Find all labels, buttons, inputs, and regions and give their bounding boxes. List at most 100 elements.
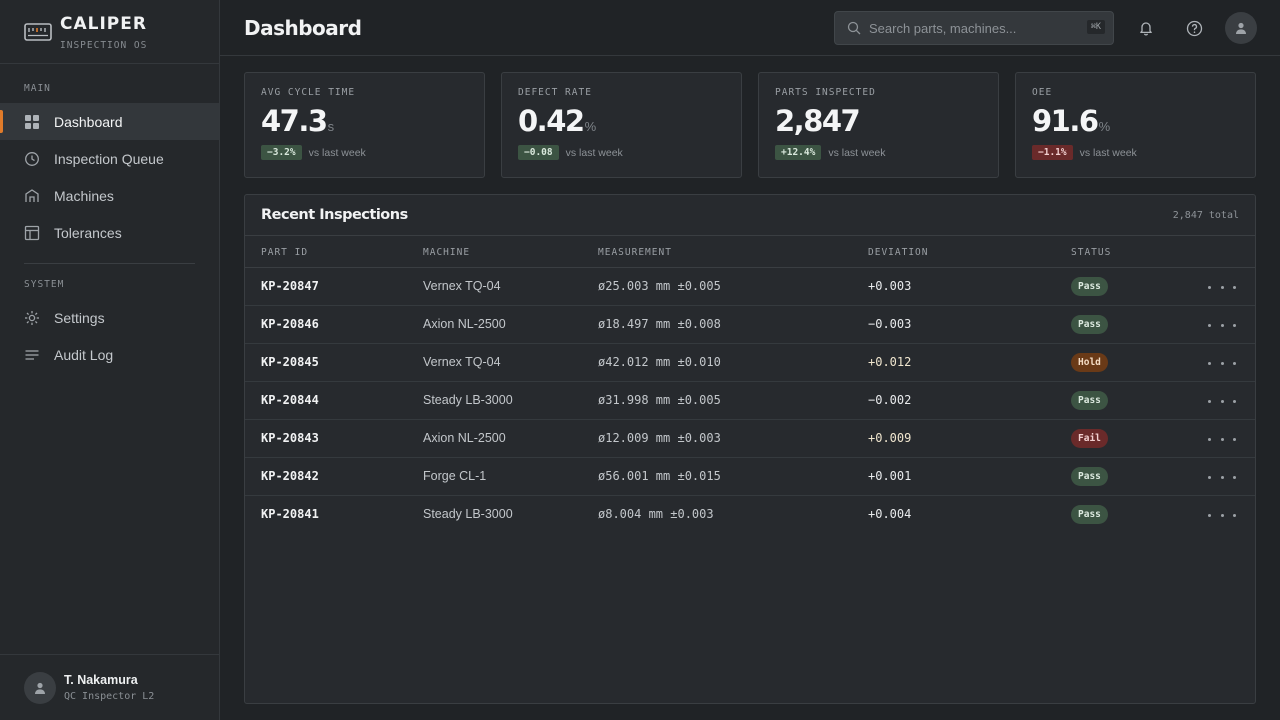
search-icon — [847, 21, 861, 35]
search-shortcut-hint: ⌘K — [1086, 20, 1105, 34]
nav-item-dashboard[interactable]: Dashboard — [0, 103, 219, 140]
table-icon — [24, 225, 40, 241]
panel-header: Recent Inspections 2,847 total — [245, 195, 1255, 236]
status-badge: Pass — [1071, 277, 1108, 296]
status-badge: Pass — [1071, 391, 1108, 410]
kpi-value: 47.3 — [261, 104, 328, 138]
page-title: Dashboard — [244, 16, 362, 40]
measurement: ø56.001 mm ±0.015 — [598, 469, 721, 483]
measurement: ø31.998 mm ±0.005 — [598, 393, 721, 407]
column-header-part-id[interactable]: PART ID — [261, 247, 309, 258]
table-row[interactable]: KP-20844 Steady LB-3000 ø31.998 mm ±0.00… — [245, 382, 1255, 420]
part-id: KP-20845 — [261, 355, 319, 369]
nav-label-inspection-queue: Inspection Queue — [54, 150, 164, 167]
machine-name: Vernex TQ-04 — [423, 355, 501, 369]
measurement: ø12.009 mm ±0.003 — [598, 431, 721, 445]
kpi-compare-text: vs last week — [565, 146, 623, 159]
part-id: KP-20841 — [261, 507, 319, 521]
row-more-button[interactable] — [1208, 508, 1236, 522]
machine-icon — [24, 188, 40, 204]
row-more-button[interactable] — [1208, 470, 1236, 484]
kpi-value: 0.42 — [518, 104, 585, 138]
row-more-button[interactable] — [1208, 432, 1236, 446]
table-row[interactable]: KP-20847 Vernex TQ-04 ø25.003 mm ±0.005 … — [245, 268, 1255, 306]
row-more-button[interactable] — [1208, 356, 1236, 370]
kpi-card-parts-inspected: PARTS INSPECTED 2,847 +12.4% vs last week — [758, 72, 999, 178]
column-header-deviation[interactable]: DEVIATION — [868, 247, 929, 258]
kpi-compare-text: vs last week — [828, 146, 886, 159]
status-badge: Fail — [1071, 429, 1108, 448]
part-id: KP-20844 — [261, 393, 319, 407]
nav-item-inspection-queue[interactable]: Inspection Queue — [0, 140, 219, 177]
column-header-status[interactable]: STATUS — [1071, 247, 1112, 258]
user-icon — [1236, 22, 1246, 34]
user-profile[interactable]: T. Nakamura QC Inspector L2 — [0, 654, 219, 720]
row-more-button[interactable] — [1208, 280, 1236, 294]
list-icon — [24, 347, 40, 363]
measurement: ø42.012 mm ±0.010 — [598, 355, 721, 369]
clock-icon — [24, 151, 40, 167]
search-input[interactable] — [869, 20, 1069, 36]
help-icon — [1186, 20, 1202, 36]
kpi-unit: s — [327, 119, 335, 134]
status-badge: Hold — [1071, 353, 1108, 372]
kpi-card-oee: OEE 91.6% −1.1% vs last week — [1015, 72, 1256, 178]
nav-item-audit-log[interactable]: Audit Log — [0, 336, 219, 373]
kpi-card-cycle-time: AVG CYCLE TIME 47.3 s −3.2% vs last week — [244, 72, 485, 178]
gear-icon — [24, 310, 40, 326]
machine-name: Vernex TQ-04 — [423, 279, 501, 293]
kpi-label: DEFECT RATE — [518, 87, 592, 98]
part-id: KP-20847 — [261, 279, 319, 293]
recent-inspections-panel: Recent Inspections 2,847 total PART ID M… — [244, 194, 1256, 704]
deviation: −0.003 — [868, 317, 912, 331]
kpi-label: AVG CYCLE TIME — [261, 87, 356, 98]
measurement: ø8.004 mm ±0.003 — [598, 507, 714, 521]
brand: CALIPER INSPECTION OS — [0, 0, 219, 64]
brand-subtitle: INSPECTION OS — [60, 40, 148, 51]
nav-item-machines[interactable]: Machines — [0, 177, 219, 214]
panel-title: Recent Inspections — [261, 207, 408, 223]
notifications-button[interactable] — [1132, 14, 1160, 42]
deviation: +0.004 — [868, 507, 912, 521]
brand-name: CALIPER — [60, 14, 147, 34]
machine-name: Axion NL-2500 — [423, 431, 506, 445]
table-row[interactable]: KP-20843 Axion NL-2500 ø12.009 mm ±0.003… — [245, 420, 1255, 458]
table-row[interactable]: KP-20842 Forge CL-1 ø56.001 mm ±0.015 +0… — [245, 458, 1255, 496]
nav-label-audit-log: Audit Log — [54, 346, 114, 363]
caliper-logo-icon — [24, 23, 52, 41]
machine-name: Steady LB-3000 — [423, 507, 513, 521]
kpi-delta-badge: +12.4% — [775, 145, 822, 160]
deviation: +0.012 — [868, 355, 912, 369]
machine-name: Steady LB-3000 — [423, 393, 513, 407]
sidebar: CALIPER INSPECTION OS MAIN Dashboard Ins… — [0, 0, 220, 720]
kpi-compare-text: vs last week — [308, 146, 366, 159]
table-header: PART ID MACHINE MEASUREMENT DEVIATION ST… — [245, 236, 1255, 268]
table-row[interactable]: KP-20841 Steady LB-3000 ø8.004 mm ±0.003… — [245, 496, 1255, 534]
table-row[interactable]: KP-20845 Vernex TQ-04 ø42.012 mm ±0.010 … — [245, 344, 1255, 382]
status-badge: Pass — [1071, 315, 1108, 334]
nav-label-tolerances: Tolerances — [54, 224, 122, 241]
nav-label-settings: Settings — [54, 309, 105, 326]
nav-divider — [24, 263, 195, 264]
nav-section-system: SYSTEM — [24, 279, 65, 290]
machine-name: Forge CL-1 — [423, 469, 487, 483]
kpi-card-defect-rate: DEFECT RATE 0.42% −0.08 vs last week — [501, 72, 742, 178]
row-more-button[interactable] — [1208, 394, 1236, 408]
column-header-machine[interactable]: MACHINE — [423, 247, 471, 258]
kpi-delta-badge: −1.1% — [1032, 145, 1073, 160]
search-box[interactable]: ⌘K — [834, 11, 1114, 45]
deviation: +0.001 — [868, 469, 912, 483]
row-more-button[interactable] — [1208, 318, 1236, 332]
user-icon — [35, 682, 45, 694]
nav-item-tolerances[interactable]: Tolerances — [0, 214, 219, 251]
total-count: 2,847 total — [1172, 210, 1239, 221]
table-body: KP-20847 Vernex TQ-04 ø25.003 mm ±0.005 … — [245, 268, 1255, 534]
part-id: KP-20846 — [261, 317, 319, 331]
table-row[interactable]: KP-20846 Axion NL-2500 ø18.497 mm ±0.008… — [245, 306, 1255, 344]
measurement: ø18.497 mm ±0.008 — [598, 317, 721, 331]
nav-item-settings[interactable]: Settings — [0, 299, 219, 336]
kpi-delta-badge: −3.2% — [261, 145, 302, 160]
account-avatar-button[interactable] — [1225, 12, 1257, 44]
column-header-measurement[interactable]: MEASUREMENT — [598, 247, 672, 258]
help-button[interactable] — [1180, 14, 1208, 42]
